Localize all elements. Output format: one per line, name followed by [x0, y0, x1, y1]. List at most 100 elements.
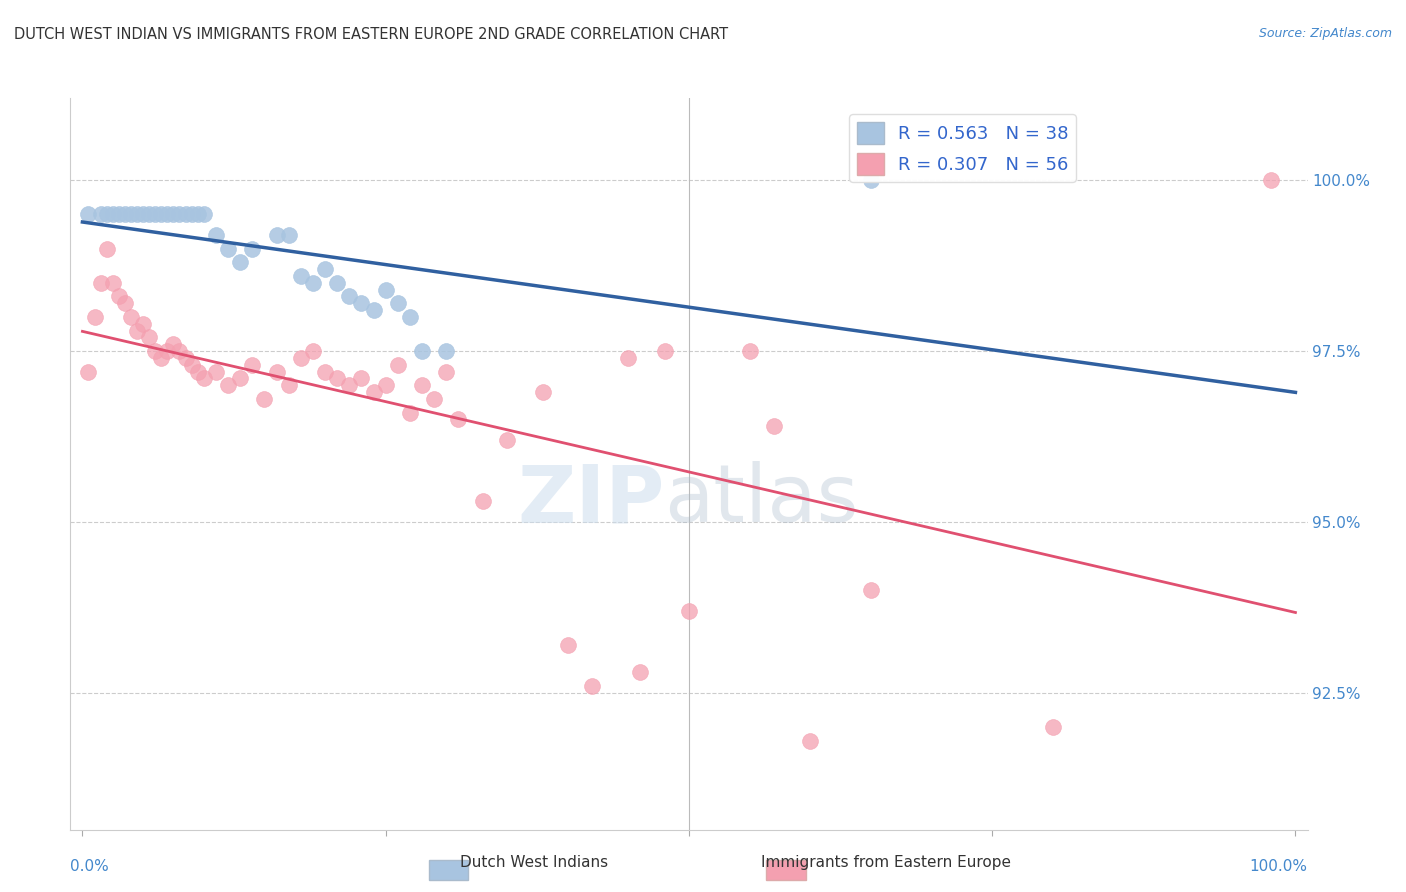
Point	[240, 358, 263, 372]
Point	[363, 385, 385, 400]
Text: 0.0%: 0.0%	[70, 859, 110, 874]
Point	[101, 276, 124, 290]
Point	[399, 406, 422, 420]
Point	[229, 371, 252, 385]
Point	[240, 242, 263, 256]
Point	[290, 268, 312, 283]
Point	[617, 351, 640, 365]
Point	[557, 638, 579, 652]
Point	[1042, 720, 1064, 734]
Point	[138, 330, 160, 344]
Point	[138, 207, 160, 221]
Point	[447, 412, 470, 426]
Point	[314, 262, 336, 277]
Text: Dutch West Indians: Dutch West Indians	[460, 855, 609, 870]
Point	[77, 207, 100, 221]
Legend: R = 0.563   N = 38, R = 0.307   N = 56: R = 0.563 N = 38, R = 0.307 N = 56	[849, 114, 1076, 182]
Text: Source: ZipAtlas.com: Source: ZipAtlas.com	[1258, 27, 1392, 40]
Point	[120, 207, 142, 221]
Point	[423, 392, 446, 406]
Point	[101, 207, 124, 221]
Point	[90, 207, 112, 221]
Point	[399, 310, 422, 324]
Point	[314, 365, 336, 379]
Point	[337, 289, 360, 303]
Point	[125, 207, 148, 221]
Point	[434, 365, 457, 379]
Point	[277, 227, 299, 242]
Point	[387, 296, 409, 310]
Point	[374, 283, 396, 297]
Point	[277, 378, 299, 392]
Point	[302, 276, 325, 290]
Point	[217, 378, 239, 392]
Point	[150, 351, 173, 365]
Point	[77, 365, 100, 379]
Point	[114, 207, 136, 221]
Point	[187, 207, 209, 221]
Point	[143, 207, 166, 221]
Text: 100.0%: 100.0%	[1250, 859, 1308, 874]
Point	[114, 296, 136, 310]
Point	[628, 665, 651, 680]
Point	[187, 365, 209, 379]
Point	[169, 344, 191, 359]
Point	[678, 604, 700, 618]
Point	[471, 494, 494, 508]
Point	[96, 242, 118, 256]
Point	[581, 679, 603, 693]
Text: atlas: atlas	[664, 461, 859, 540]
Point	[217, 242, 239, 256]
Point	[266, 365, 288, 379]
Point	[337, 378, 360, 392]
Point	[434, 344, 457, 359]
Point	[859, 173, 882, 187]
Point	[290, 351, 312, 365]
Point	[162, 337, 184, 351]
Point	[1260, 173, 1282, 187]
Point	[120, 310, 142, 324]
Point	[374, 378, 396, 392]
Point	[302, 344, 325, 359]
Point	[799, 733, 821, 747]
Point	[180, 207, 202, 221]
Point	[531, 385, 554, 400]
Point	[350, 296, 373, 310]
Point	[738, 344, 761, 359]
Point	[326, 276, 349, 290]
Point	[193, 207, 215, 221]
Point	[156, 207, 179, 221]
Point	[859, 583, 882, 598]
Point	[205, 227, 228, 242]
Point	[96, 207, 118, 221]
Point	[108, 207, 131, 221]
Point	[266, 227, 288, 242]
Point	[654, 344, 676, 359]
Point	[411, 344, 433, 359]
Point	[411, 378, 433, 392]
Point	[326, 371, 349, 385]
Text: Immigrants from Eastern Europe: Immigrants from Eastern Europe	[761, 855, 1011, 870]
Point	[156, 344, 179, 359]
Point	[229, 255, 252, 269]
Point	[125, 324, 148, 338]
Point	[762, 419, 785, 434]
Point	[193, 371, 215, 385]
Point	[132, 317, 155, 331]
Point	[90, 276, 112, 290]
Point	[180, 358, 202, 372]
Point	[253, 392, 276, 406]
Point	[162, 207, 184, 221]
Point	[150, 207, 173, 221]
Text: DUTCH WEST INDIAN VS IMMIGRANTS FROM EASTERN EUROPE 2ND GRADE CORRELATION CHART: DUTCH WEST INDIAN VS IMMIGRANTS FROM EAS…	[14, 27, 728, 42]
Point	[174, 351, 197, 365]
Text: ZIP: ZIP	[517, 461, 664, 540]
Point	[132, 207, 155, 221]
Point	[83, 310, 105, 324]
Point	[205, 365, 228, 379]
Point	[174, 207, 197, 221]
Point	[169, 207, 191, 221]
Point	[143, 344, 166, 359]
Point	[350, 371, 373, 385]
Point	[363, 303, 385, 318]
